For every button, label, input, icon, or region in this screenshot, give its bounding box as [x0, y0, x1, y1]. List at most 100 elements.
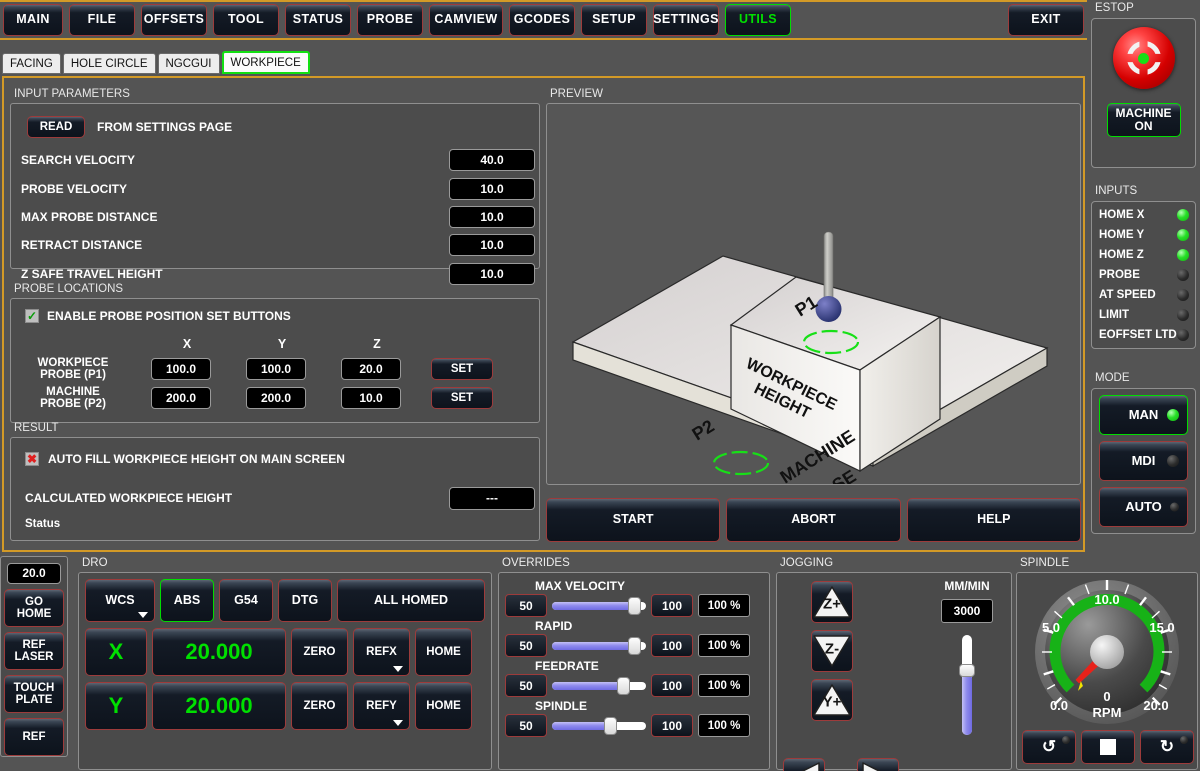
override-min-max-velocity[interactable]: 50	[505, 594, 547, 617]
override-slider-spindle[interactable]	[552, 717, 646, 735]
read-button[interactable]: READ	[27, 116, 85, 138]
jog-y-plus-button[interactable]: Y+	[811, 679, 853, 721]
ref-button[interactable]: REF	[4, 717, 64, 757]
override-min-rapid[interactable]: 50	[505, 634, 547, 657]
workpiece-probe-set-button[interactable]: SET	[431, 358, 493, 380]
z-safe-travel-height-input[interactable]: 10.0	[449, 263, 535, 285]
dro-axis-letter-y[interactable]: Y	[85, 682, 147, 730]
enable-probe-set-row[interactable]: ✓ ENABLE PROBE POSITION SET BUTTONS	[25, 309, 291, 323]
mode-button-mdi[interactable]: MDI	[1099, 441, 1188, 481]
search-velocity-input[interactable]: 40.0	[449, 149, 535, 171]
jog-speed-slider[interactable]	[959, 635, 975, 735]
subtab-ngcgui[interactable]: NGCGUI	[157, 53, 220, 74]
nav-tab-tool[interactable]: TOOL	[213, 4, 279, 36]
start-button[interactable]: START	[546, 498, 721, 542]
jog-z-minus-button[interactable]: Z-	[811, 630, 853, 672]
override-slider-feedrate[interactable]	[552, 677, 646, 695]
spindle-ccw-button[interactable]: ↺	[1022, 730, 1076, 764]
nav-tab-settings[interactable]: SETTINGS	[653, 4, 719, 36]
exit-button[interactable]: EXIT	[1008, 4, 1084, 36]
dro-wcs-button[interactable]: WCS	[85, 579, 155, 622]
override-min-feedrate[interactable]: 50	[505, 674, 547, 697]
machine-probe-y-input[interactable]: 200.0	[246, 387, 306, 409]
workpiece-probe-z-input[interactable]: 20.0	[341, 358, 401, 380]
gauge-tick-5: 5.0	[1042, 620, 1060, 635]
touch-plate-button[interactable]: TOUCH PLATE	[4, 674, 64, 713]
machine-probe-x-input[interactable]: 200.0	[151, 387, 211, 409]
subtab-hole-circle[interactable]: HOLE CIRCLE	[62, 53, 156, 74]
estop-button[interactable]	[1112, 27, 1175, 89]
dro-value-y[interactable]: 20.000	[152, 682, 286, 730]
slider-knob[interactable]	[603, 717, 617, 735]
slider-knob[interactable]	[628, 597, 642, 615]
override-max-rapid[interactable]: 100	[651, 634, 693, 657]
utils-subtab-bar: FACING HOLE CIRCLE NGCGUI WORKPIECE	[0, 44, 1087, 74]
workpiece-probe-label-line1: WORKPIECE	[37, 357, 109, 369]
preview-label-p2: P2	[689, 416, 718, 445]
override-max-feedrate[interactable]: 100	[651, 674, 693, 697]
dro-axis-letter-x[interactable]: X	[85, 628, 147, 676]
gauge-tick-0: 0.0	[1050, 698, 1068, 713]
retract-distance-label: RETRACT DISTANCE	[21, 238, 143, 252]
nav-tab-probe[interactable]: PROBE	[357, 4, 423, 36]
dro-zero-x-button[interactable]: ZERO	[291, 628, 348, 676]
max-probe-distance-input[interactable]: 10.0	[449, 206, 535, 228]
workpiece-probe-x-input[interactable]: 100.0	[151, 358, 211, 380]
slider-knob[interactable]	[628, 637, 642, 655]
nav-tab-file[interactable]: FILE	[69, 4, 135, 36]
dro-home-y-button[interactable]: HOME	[415, 682, 472, 730]
spindle-cw-button[interactable]: ↻	[1140, 730, 1194, 764]
dro-all-homed-button[interactable]: ALL HOMED	[337, 579, 485, 622]
nav-tab-gcodes[interactable]: GCODES	[509, 4, 575, 36]
mode-button-auto[interactable]: AUTO	[1099, 487, 1188, 527]
workpiece-probe-y-input[interactable]: 100.0	[246, 358, 306, 380]
override-min-spindle[interactable]: 50	[505, 714, 547, 737]
dro-g54-button[interactable]: G54	[219, 579, 273, 622]
jog-speed-value[interactable]: 3000	[941, 599, 993, 623]
autofill-checkbox[interactable]: ✖	[25, 452, 39, 466]
spindle-stop-button[interactable]	[1081, 730, 1135, 764]
override-slider-max-velocity[interactable]	[552, 597, 646, 615]
dro-value-x[interactable]: 20.000	[152, 628, 286, 676]
jog-z-plus-button[interactable]: Z+	[811, 581, 853, 623]
dro-zero-y-button[interactable]: ZERO	[291, 682, 348, 730]
spindle-rpm-gauge-icon: 0.0 5.0 10.0 15.0 20.0 0 RPM	[1035, 580, 1179, 724]
dro-refx-button[interactable]: REFX	[353, 628, 410, 676]
jog-x-minus-button[interactable]	[783, 758, 825, 771]
nav-tab-offsets[interactable]: OFFSETS	[141, 4, 207, 36]
slider-knob[interactable]	[959, 664, 975, 677]
machine-probe-label-line2: PROBE (P2)	[40, 398, 106, 410]
jog-increment-value[interactable]: 20.0	[7, 563, 61, 584]
enable-probe-set-checkbox[interactable]: ✓	[25, 309, 39, 323]
override-slider-rapid[interactable]	[552, 637, 646, 655]
triangle-down-icon	[813, 635, 851, 667]
mode-button-man[interactable]: MAN	[1099, 395, 1188, 435]
nav-tab-status[interactable]: STATUS	[285, 4, 351, 36]
dro-home-x-button[interactable]: HOME	[415, 628, 472, 676]
subtab-workpiece[interactable]: WORKPIECE	[221, 51, 310, 74]
override-max-max-velocity[interactable]: 100	[651, 594, 693, 617]
abort-button[interactable]: ABORT	[726, 498, 901, 542]
nav-tab-utils[interactable]: UTILS	[725, 4, 791, 36]
nav-tab-main[interactable]: MAIN	[3, 4, 63, 36]
go-home-button[interactable]: GO HOME	[4, 588, 64, 627]
machine-probe-z-input[interactable]: 10.0	[341, 387, 401, 409]
jog-x-plus-button[interactable]	[857, 758, 899, 771]
help-button[interactable]: HELP	[906, 498, 1081, 542]
calculated-height-label: CALCULATED WORKPIECE HEIGHT	[25, 491, 233, 505]
ref-laser-button[interactable]: REF LASER	[4, 631, 64, 670]
dro-refy-button[interactable]: REFY	[353, 682, 410, 730]
retract-distance-input[interactable]: 10.0	[449, 234, 535, 256]
workpiece-probe-label: WORKPIECE PROBE (P1)	[19, 357, 127, 381]
machine-on-button[interactable]: MACHINE ON	[1106, 103, 1181, 137]
probe-velocity-input[interactable]: 10.0	[449, 178, 535, 200]
dro-dtg-button[interactable]: DTG	[278, 579, 332, 622]
slider-knob[interactable]	[616, 677, 630, 695]
machine-probe-set-button[interactable]: SET	[431, 387, 493, 409]
subtab-facing[interactable]: FACING	[2, 53, 61, 74]
autofill-row[interactable]: ✖ AUTO FILL WORKPIECE HEIGHT ON MAIN SCR…	[25, 452, 345, 466]
override-max-spindle[interactable]: 100	[651, 714, 693, 737]
nav-tab-setup[interactable]: SETUP	[581, 4, 647, 36]
nav-tab-camview[interactable]: CAMVIEW	[429, 4, 503, 36]
dro-abs-button[interactable]: ABS	[160, 579, 214, 622]
